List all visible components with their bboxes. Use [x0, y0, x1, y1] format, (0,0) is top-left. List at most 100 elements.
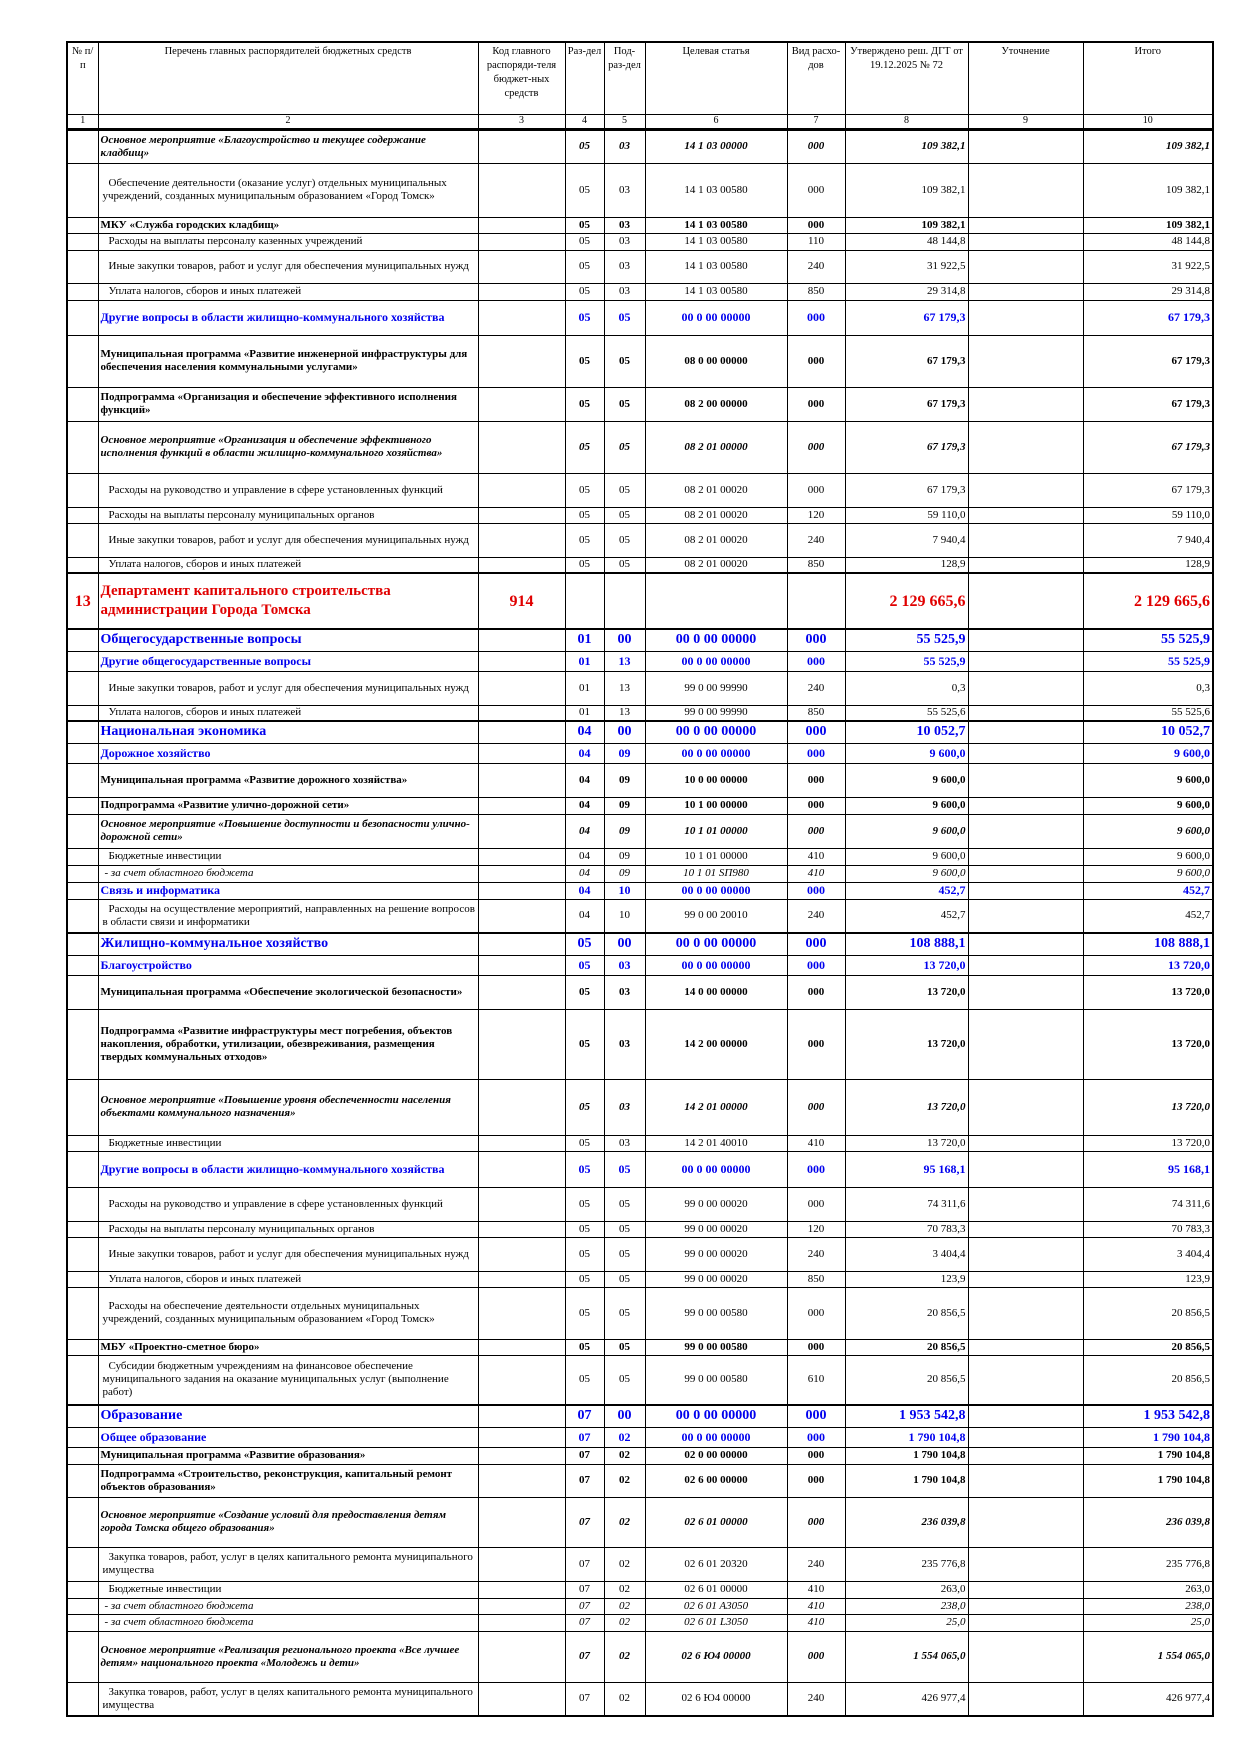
clarification-amount: [967, 1580, 1084, 1599]
approved-amount: 67 179,3: [844, 386, 969, 422]
clarification-amount: [967, 742, 1084, 764]
manager-code: [477, 1496, 566, 1548]
approved-amount: 108 888,1: [844, 932, 969, 956]
target-article: 00 0 00 00000: [644, 1150, 788, 1188]
row-name: Дорожное хозяйство: [97, 742, 479, 764]
clarification-amount: [967, 1286, 1084, 1340]
row-number: [66, 506, 99, 524]
table-row: Закупка товаров, работ, услуг в целях ка…: [66, 1681, 1214, 1717]
subsection-code: 00: [603, 1404, 646, 1428]
table-row: - за счет областного бюджета 07 02 02 6 01 …: [66, 1597, 1214, 1615]
target-article: 00 0 00 00000: [644, 650, 788, 672]
section-code: 07: [564, 1681, 605, 1717]
manager-code: [477, 974, 566, 1010]
section-code: 05: [564, 1354, 605, 1406]
subsection-code: 03: [603, 1008, 646, 1080]
table-row: Уплата налогов, сборов и иных платежей 01…: [66, 704, 1214, 722]
subsection-code: 03: [603, 249, 646, 284]
target-article: 10 1 01 SП980: [644, 864, 788, 883]
clarification-amount: [967, 1597, 1084, 1615]
manager-code: [477, 1630, 566, 1683]
subsection-code: 03: [603, 1078, 646, 1136]
approved-amount: 263,0: [844, 1580, 969, 1599]
table-row: Национальная экономика 04 00 00 0 00 00000 0…: [66, 720, 1214, 744]
row-name: Обеспечение деятельности (оказание услуг…: [97, 162, 479, 218]
table-row: - за счет областного бюджета 04 09 10 1 01 …: [66, 864, 1214, 883]
approved-amount: 1 790 104,8: [844, 1426, 969, 1448]
approved-amount: 29 314,8: [844, 282, 969, 301]
expense-type: 000: [786, 1286, 846, 1340]
clarification-amount: [967, 704, 1084, 722]
clarification-amount: [967, 472, 1084, 508]
total-amount: 1 790 104,8: [1082, 1426, 1214, 1448]
subsection-code: 03: [603, 1134, 646, 1152]
table-row: Бюджетные инвестиции 05 03 14 2 01 40010 410…: [66, 1134, 1214, 1152]
row-name: Подпрограмма «Развитие инфраструктуры ме…: [97, 1008, 479, 1080]
approved-amount: 1 953 542,8: [844, 1404, 969, 1428]
table-row: Образование 07 00 00 0 00 00000 000 1 953 542…: [66, 1404, 1214, 1428]
manager-code: [477, 334, 566, 388]
row-number: [66, 742, 99, 764]
clarification-amount: [967, 1008, 1084, 1080]
approved-amount: 109 382,1: [844, 162, 969, 218]
subsection-code: 05: [603, 386, 646, 422]
table-row: Основное мероприятие «Организация и обес…: [66, 420, 1214, 474]
subsection-code: 02: [603, 1613, 646, 1632]
manager-code: [477, 299, 566, 336]
clarification-amount: [967, 506, 1084, 524]
manager-code: [477, 1270, 566, 1288]
table-row: Уплата налогов, сборов и иных платежей 05…: [66, 1270, 1214, 1288]
manager-code: [477, 1220, 566, 1238]
table-row: Муниципальная программа «Обеспечение эко…: [66, 974, 1214, 1010]
table-row: Расходы на руководство и управление в сф…: [66, 472, 1214, 508]
row-number: [66, 1150, 99, 1188]
row-number: [66, 232, 99, 251]
row-number: [66, 1404, 99, 1428]
table-row: Муниципальная программа «Развитие инжене…: [66, 334, 1214, 388]
subsection-code: 00: [603, 628, 646, 652]
expense-type: 000: [786, 1404, 846, 1428]
manager-code: [477, 864, 566, 883]
subsection-code: 09: [603, 813, 646, 849]
target-article: 02 6 Ю4 00000: [644, 1630, 788, 1683]
row-name: Муниципальная программа «Развитие образо…: [97, 1446, 479, 1465]
row-number: [66, 249, 99, 284]
row-name: - за счет областного бюджета: [97, 1613, 479, 1632]
section-code: 05: [564, 420, 605, 474]
row-number: [66, 1286, 99, 1340]
total-amount: 55 525,6: [1082, 704, 1214, 722]
approved-amount: 20 856,5: [844, 1286, 969, 1340]
expense-type: 000: [786, 1630, 846, 1683]
row-name: Расходы на обеспечение деятельности отде…: [97, 1286, 479, 1340]
section-code: 05: [564, 1134, 605, 1152]
expense-type: 000: [786, 472, 846, 508]
table-row: МБУ «Проектно-сметное бюро» 05 05 99 0 00 0…: [66, 1338, 1214, 1356]
row-number: [66, 704, 99, 722]
target-article: 02 6 Ю4 00000: [644, 1681, 788, 1717]
manager-code: [477, 1134, 566, 1152]
row-number: [66, 1270, 99, 1288]
section-code: 05: [564, 1236, 605, 1272]
row-number: [66, 162, 99, 218]
table-row: Общее образование 07 02 00 0 00 00000 000 1 7…: [66, 1426, 1214, 1448]
row-name: Иные закупки товаров, работ и услуг для …: [97, 1236, 479, 1272]
section-code: 04: [564, 898, 605, 934]
row-name: Основное мероприятие «Повышение доступно…: [97, 813, 479, 849]
row-number: [66, 932, 99, 956]
target-article: 00 0 00 00000: [644, 1404, 788, 1428]
row-name: Уплата налогов, сборов и иных платежей: [97, 1270, 479, 1288]
section-code: 05: [564, 249, 605, 284]
target-article: 00 0 00 00000: [644, 1426, 788, 1448]
table-row: Расходы на осуществление мероприятий, на…: [66, 898, 1214, 934]
approved-amount: 452,7: [844, 881, 969, 900]
subsection-code: 03: [603, 216, 646, 234]
subsection-code: 05: [603, 1354, 646, 1406]
subsection-code: 09: [603, 762, 646, 798]
total-amount: 9 600,0: [1082, 742, 1214, 764]
table-row: Муниципальная программа «Развитие дорожн…: [66, 762, 1214, 798]
expense-type: 000: [786, 128, 846, 164]
section-code: 05: [564, 556, 605, 574]
row-number: [66, 650, 99, 672]
target-article: 00 0 00 00000: [644, 299, 788, 336]
expense-type: 000: [786, 1426, 846, 1448]
